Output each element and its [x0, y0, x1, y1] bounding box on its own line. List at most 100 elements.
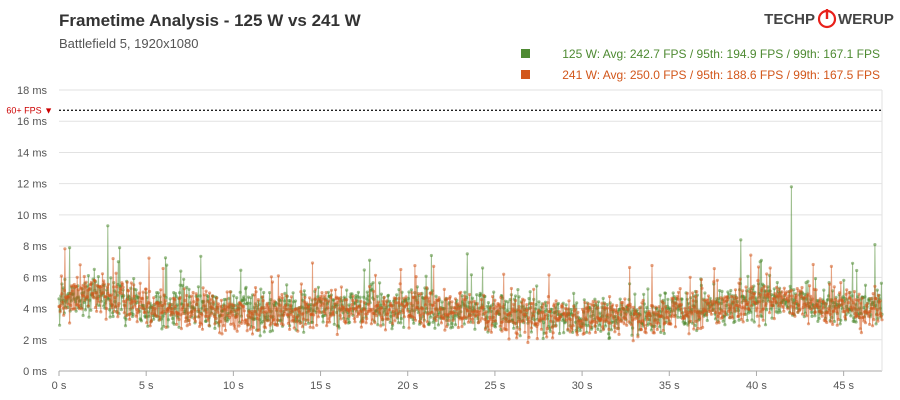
- data-point: [633, 308, 638, 313]
- data-point: [296, 329, 300, 333]
- data-point: [541, 310, 545, 315]
- data-point: [401, 311, 405, 315]
- data-point: [552, 302, 556, 306]
- data-point: [501, 305, 505, 309]
- data-point: [112, 309, 116, 313]
- data-point: [798, 307, 802, 311]
- data-point: [308, 325, 312, 329]
- data-point: [744, 285, 748, 289]
- data-point: [333, 302, 337, 306]
- data-point: [569, 318, 573, 322]
- data-point: [874, 322, 878, 326]
- data-point: [198, 294, 202, 298]
- data-point: [523, 330, 527, 334]
- data-point: [63, 247, 67, 251]
- data-point: [729, 288, 733, 293]
- data-point: [653, 319, 657, 323]
- data-point: [749, 304, 754, 308]
- data-point: [712, 280, 716, 284]
- data-point: [609, 328, 614, 332]
- data-point: [174, 294, 178, 298]
- data-point: [742, 312, 746, 316]
- data-point: [146, 300, 150, 305]
- data-point: [780, 290, 784, 294]
- data-point: [269, 314, 273, 319]
- data-point: [829, 320, 833, 324]
- data-point: [364, 321, 368, 325]
- data-point: [320, 291, 324, 295]
- data-point: [302, 300, 306, 304]
- data-point: [306, 321, 310, 325]
- data-point: [395, 293, 399, 297]
- data-point: [763, 293, 767, 297]
- data-point: [575, 330, 579, 334]
- data-point: [703, 308, 708, 312]
- data-point: [513, 322, 517, 326]
- data-point: [120, 282, 125, 286]
- data-point: [220, 332, 224, 336]
- data-point: [506, 319, 510, 323]
- data-point: [386, 293, 390, 297]
- data-point: [91, 291, 95, 295]
- reference-label: 60+ FPS ▼: [6, 105, 53, 115]
- data-point: [630, 315, 634, 319]
- data-point: [108, 308, 112, 312]
- data-point: [362, 300, 366, 304]
- data-point: [879, 314, 884, 318]
- data-point: [793, 314, 797, 318]
- data-point: [776, 295, 780, 299]
- data-point: [405, 301, 409, 306]
- data-point: [195, 302, 199, 306]
- data-point: [705, 313, 709, 317]
- data-point: [825, 320, 829, 325]
- data-point: [824, 302, 828, 306]
- data-point: [839, 303, 844, 307]
- data-point: [518, 334, 522, 338]
- data-point: [598, 323, 602, 327]
- data-point: [238, 290, 242, 294]
- data-point: [542, 302, 546, 306]
- data-point: [224, 308, 228, 312]
- data-point: [69, 304, 73, 308]
- data-point: [260, 295, 265, 299]
- data-point: [534, 302, 538, 307]
- data-point: [337, 326, 341, 330]
- data-point: [446, 312, 450, 316]
- data-point: [216, 302, 220, 306]
- data-point: [722, 310, 726, 314]
- data-point: [383, 303, 387, 307]
- data-point: [615, 303, 619, 308]
- data-point: [87, 315, 91, 319]
- data-point: [781, 305, 785, 309]
- data-point: [407, 290, 411, 294]
- data-point: [469, 313, 473, 318]
- data-point: [324, 290, 328, 295]
- data-point: [721, 315, 725, 319]
- data-point: [421, 307, 425, 311]
- y-tick-label: 12 ms: [17, 179, 47, 191]
- data-point: [582, 331, 586, 335]
- data-point: [850, 294, 854, 298]
- data-point: [185, 324, 189, 328]
- data-point: [785, 296, 789, 300]
- data-point: [244, 318, 248, 322]
- data-point: [506, 300, 510, 304]
- data-point: [491, 319, 495, 323]
- data-point: [113, 305, 118, 309]
- data-point: [302, 289, 306, 293]
- data-point: [755, 314, 759, 318]
- data-point: [170, 307, 174, 311]
- data-point: [465, 252, 469, 256]
- data-point: [600, 301, 604, 305]
- data-point: [251, 312, 255, 316]
- data-point: [556, 301, 561, 306]
- data-point: [635, 312, 639, 316]
- data-point: [351, 294, 355, 298]
- data-point: [876, 319, 880, 323]
- data-point: [365, 297, 369, 301]
- data-point: [569, 308, 574, 312]
- data-point: [160, 303, 164, 307]
- data-point: [325, 324, 329, 328]
- data-point: [281, 323, 285, 327]
- data-point: [356, 290, 360, 294]
